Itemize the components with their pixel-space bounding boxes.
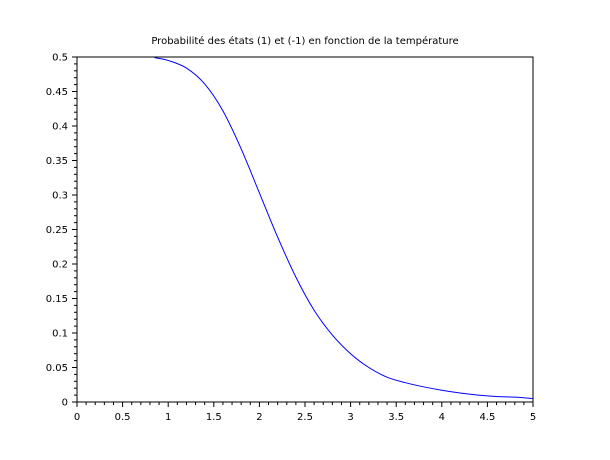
x-tick-label: 1.5 <box>206 412 222 423</box>
y-tick-label: 0.4 <box>52 122 68 133</box>
x-tick-label: 3.5 <box>388 412 404 423</box>
plot-frame <box>76 56 534 403</box>
x-tick-label: 4.5 <box>479 412 495 423</box>
x-tick-label: 3 <box>347 412 353 423</box>
x-tick-label: 0 <box>74 412 80 423</box>
x-tick-label: 2.5 <box>297 412 313 423</box>
x-tick-label: 0.5 <box>115 412 131 423</box>
x-tick-label: 2 <box>256 412 262 423</box>
y-tick-label: 0.25 <box>46 225 68 236</box>
series-layer <box>154 57 534 400</box>
y-tick-label: 0.45 <box>46 87 68 98</box>
y-tick-label: 0.35 <box>46 156 68 167</box>
series-line-0 <box>154 57 534 400</box>
y-tick-label: 0.3 <box>52 191 68 202</box>
x-tick-label: 5 <box>530 412 536 423</box>
chart-title: Probabilité des états (1) et (-1) en fon… <box>151 35 458 47</box>
y-tick-label: 0.15 <box>46 294 68 305</box>
y-tick-label: 0.1 <box>52 329 68 340</box>
x-tick-label: 4 <box>439 412 445 423</box>
y-tick-label: 0.5 <box>52 53 68 64</box>
y-tick-label: 0 <box>62 398 68 409</box>
x-tick-label: 1 <box>165 412 171 423</box>
y-axis: 0 0.05 0.1 0.15 0.2 0.25 0.3 0.35 0.4 0.45 0.5 <box>46 53 77 409</box>
y-tick-label: 0.05 <box>46 363 68 374</box>
y-tick-label: 0.2 <box>52 260 68 271</box>
x-axis: 0 0.5 1 1.5 2 2.5 3 3.5 4 4.5 5 <box>74 402 536 423</box>
